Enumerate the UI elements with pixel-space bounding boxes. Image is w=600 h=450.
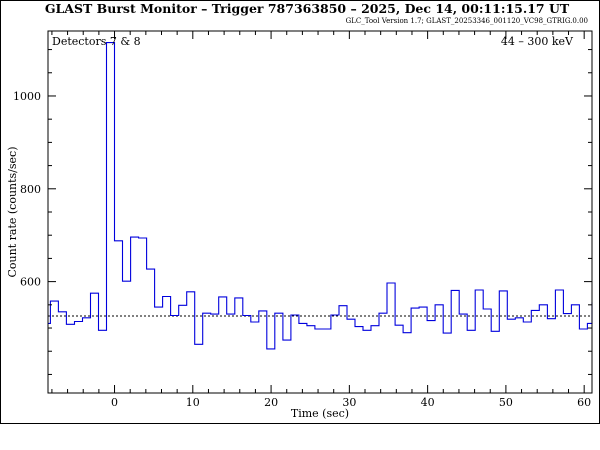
version-info: GLC_Tool Version 1.7; GLAST_20253346_001… [346, 17, 588, 25]
y-tick-label: 800 [20, 183, 41, 196]
x-tick-label: 20 [264, 396, 278, 409]
detectors-label: Detectors 7 & 8 [52, 35, 141, 48]
x-axis-label: Time (sec) [291, 407, 349, 420]
x-tick-label: 50 [499, 396, 513, 409]
plot-frame [47, 30, 593, 394]
x-tick-label: 40 [421, 396, 435, 409]
axes: 0 10 20 30 40 50 60 600 800 1000 [13, 31, 592, 409]
chart-title: GLAST Burst Monitor – Trigger 787363850 … [45, 1, 570, 16]
x-tick-label: 30 [342, 396, 356, 409]
x-tick-label: 0 [111, 396, 118, 409]
outer-frame [0, 0, 600, 424]
x-tick-label: 10 [186, 396, 200, 409]
count-rate-series [48, 42, 593, 350]
y-tick-label: 1000 [13, 90, 41, 103]
y-tick-label: 600 [20, 276, 41, 289]
y-axis-label: Count rate (counts/sec) [6, 147, 19, 278]
x-tick-label: 60 [577, 396, 591, 409]
energy-range-label: 44 – 300 keV [501, 35, 574, 48]
